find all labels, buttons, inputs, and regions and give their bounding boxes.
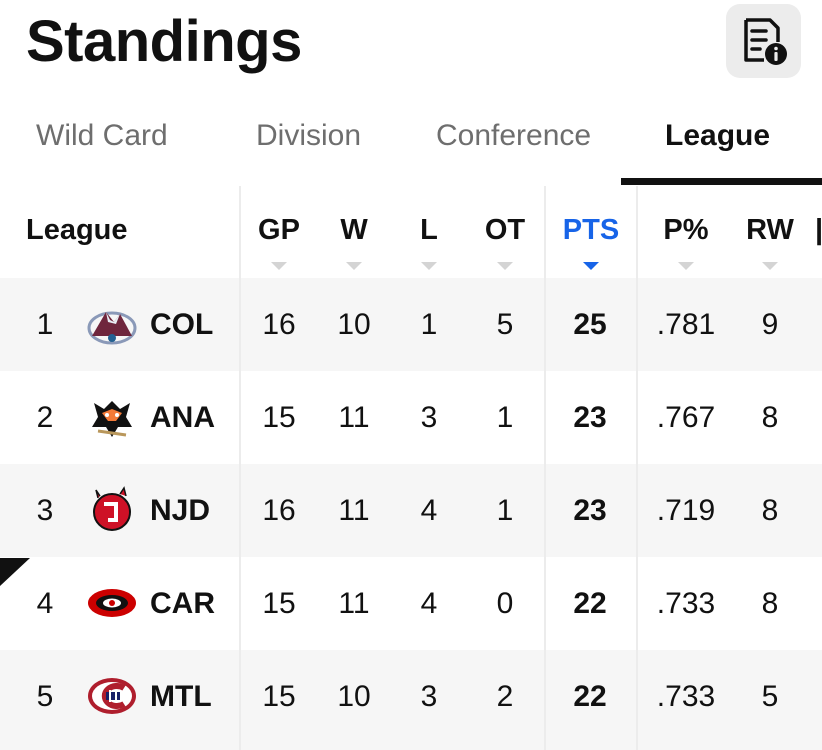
pts-value: 23 (573, 494, 607, 527)
gp-value: 16 (262, 494, 296, 527)
gp-value: 16 (262, 308, 296, 341)
ducks-logo-icon (92, 401, 132, 437)
col-header-ot[interactable]: OT (484, 214, 526, 246)
team-abbr: COL (150, 308, 214, 341)
team-abbr: ANA (150, 401, 215, 434)
playoff-marker-icon (0, 558, 30, 586)
l-value: 4 (420, 587, 438, 620)
column-divider (636, 186, 638, 750)
col-header-pct[interactable]: P% (663, 214, 709, 246)
w-value: 11 (338, 401, 370, 434)
col-header-rw[interactable]: RW (746, 214, 794, 246)
table-row[interactable]: 4 CAR 15 11 4 0 22 .733 8 (0, 557, 822, 650)
pts-value: 22 (573, 587, 607, 620)
pts-value: 25 (573, 308, 607, 341)
tab-division[interactable]: Division (256, 119, 362, 152)
ot-value: 5 (496, 308, 514, 341)
hurricanes-logo-icon (88, 589, 136, 617)
pct-value: .781 (656, 308, 716, 341)
l-value: 3 (420, 680, 438, 713)
ot-value: 1 (496, 401, 514, 434)
table-row[interactable]: 2 ANA 15 11 3 1 23 .767 8 (0, 371, 822, 464)
page-title: Standings (26, 9, 302, 74)
active-tab-indicator (621, 178, 822, 185)
tab-wild-card[interactable]: Wild Card (36, 119, 168, 152)
devils-logo-icon (93, 486, 131, 531)
rank: 4 (36, 587, 54, 620)
pts-value: 23 (573, 401, 607, 434)
l-value: 1 (420, 308, 438, 341)
ot-value: 0 (496, 587, 514, 620)
ot-value: 2 (496, 680, 514, 713)
pct-value: .767 (656, 401, 716, 434)
team-abbr: NJD (150, 494, 211, 527)
pts-value: 22 (573, 680, 607, 713)
gp-value: 15 (262, 587, 296, 620)
rank: 5 (36, 680, 54, 713)
sort-caret-icon (421, 262, 437, 270)
ot-value: 1 (496, 494, 514, 527)
rank: 1 (36, 308, 54, 341)
l-value: 4 (420, 494, 438, 527)
pct-value: .719 (656, 494, 716, 527)
team-abbr: CAR (150, 587, 215, 620)
rw-value: 5 (761, 680, 779, 713)
section-label: League (26, 214, 128, 246)
w-value: 10 (337, 308, 371, 341)
table-row[interactable]: 3 NJD 16 11 4 1 23 .719 8 (0, 464, 822, 557)
col-header-pts[interactable]: PTS (562, 214, 620, 246)
tab-conference[interactable]: Conference (436, 119, 592, 152)
table-row[interactable]: 5 MTL 15 10 3 2 22 .733 5 (0, 650, 822, 750)
table-row[interactable]: 1 COL 16 10 1 5 25 .781 9 (0, 278, 822, 371)
avalanche-logo-icon (87, 311, 137, 345)
w-value: 10 (337, 680, 371, 713)
w-value: 11 (338, 494, 370, 527)
gp-value: 15 (262, 401, 296, 434)
sort-caret-icon (346, 262, 362, 270)
sort-caret-icon (271, 262, 287, 270)
rank: 3 (36, 494, 54, 527)
gp-value: 15 (262, 680, 296, 713)
sort-caret-active-icon (583, 262, 599, 270)
column-divider (239, 186, 241, 750)
rw-value: 8 (761, 494, 779, 527)
col-header-overflow: | (815, 214, 822, 246)
l-value: 3 (420, 401, 438, 434)
pct-value: .733 (656, 587, 716, 620)
rw-value: 9 (761, 308, 779, 341)
col-header-gp[interactable]: GP (258, 214, 300, 246)
table-header: League GP W L OT PTS P% RW | (0, 186, 822, 278)
col-header-l[interactable]: L (420, 214, 438, 246)
document-info-icon (744, 18, 787, 65)
tab-league[interactable]: League (665, 119, 771, 152)
info-button[interactable] (726, 4, 801, 78)
rw-value: 8 (761, 401, 779, 434)
rank: 2 (36, 401, 54, 434)
rw-value: 8 (761, 587, 779, 620)
team-abbr: MTL (150, 680, 212, 713)
sort-caret-icon (497, 262, 513, 270)
col-header-w[interactable]: W (340, 214, 368, 246)
pct-value: .733 (656, 680, 716, 713)
tab-bar: Wild Card Division Conference League (0, 100, 822, 187)
sort-caret-icon (678, 262, 694, 270)
canadiens-logo-icon (88, 678, 136, 714)
column-divider (544, 186, 546, 750)
w-value: 11 (338, 587, 370, 620)
sort-caret-icon (762, 262, 778, 270)
